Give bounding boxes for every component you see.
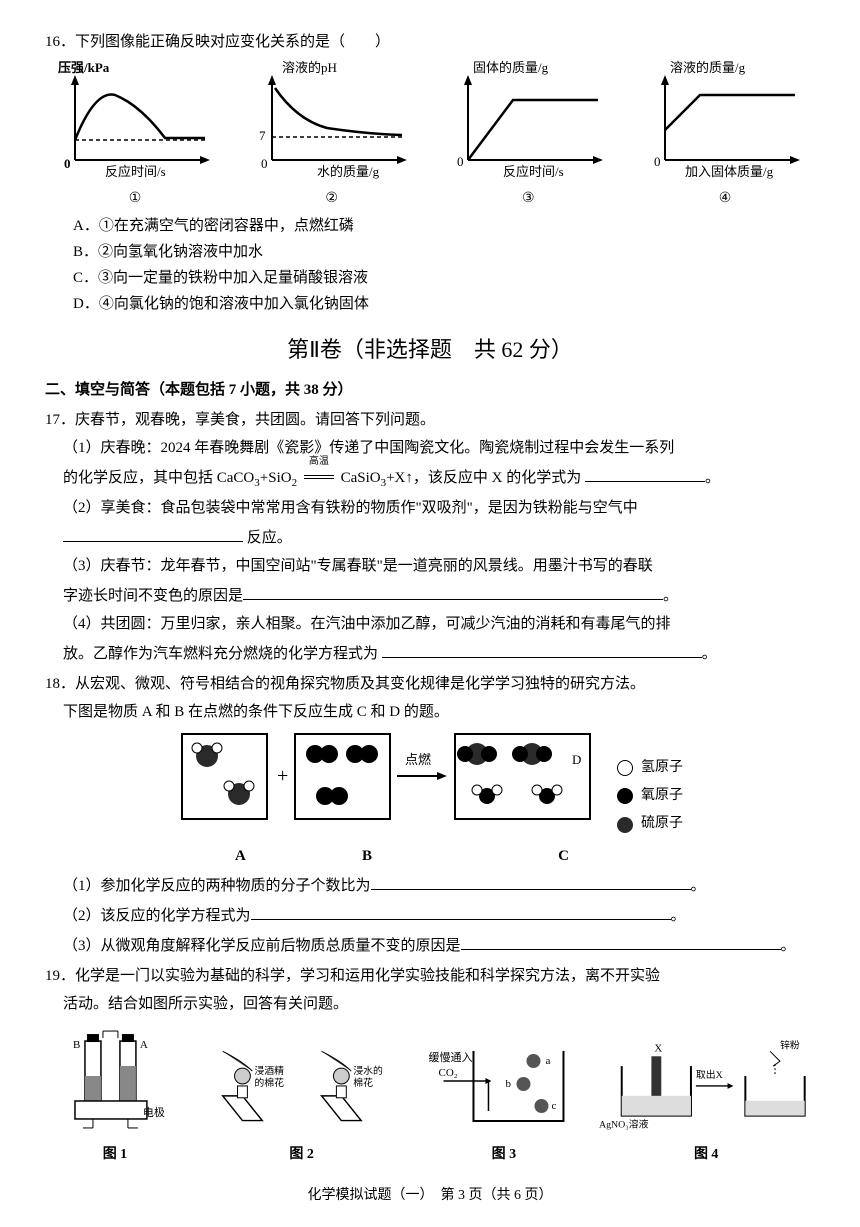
chart-3: 固体的质量/g 0 反应时间/s ③ [438, 60, 618, 210]
svg-text:+: + [277, 765, 288, 787]
q19-line2: 活动。结合如图所示实验，回答有关问题。 [63, 992, 815, 1016]
svg-text:电极: 电极 [143, 1105, 165, 1119]
q16-stem: 16．下列图像能正确反映对应变化关系的是（ ） [45, 30, 815, 54]
svg-text:锌粉: 锌粉 [780, 1039, 800, 1052]
svg-text:0: 0 [654, 154, 661, 169]
reaction-labels: A B C [177, 844, 597, 868]
blank[interactable] [63, 524, 243, 542]
svg-text:a: a [546, 1055, 551, 1067]
section2-title: 第Ⅱ卷（非选择题 共 62 分） [45, 332, 815, 367]
svg-text:D: D [572, 752, 581, 767]
svg-text:浸水的: 浸水的 [353, 1064, 383, 1077]
option-b: B．②向氢氧化钠溶液中加水 [73, 240, 815, 264]
svg-text:缓慢通入: 缓慢通入 [429, 1051, 473, 1064]
q17-2a: （2）享美食：食品包装袋中常常用含有铁粉的物质作"双吸剂"，是因为铁粉能与空气中 [63, 496, 815, 520]
chart-4: 溶液的质量/g 0 加入固体质量/g ④ [635, 60, 815, 210]
svg-text:AgNO₃溶液: AgNO₃溶液 [599, 1118, 649, 1131]
svg-text:0: 0 [64, 156, 71, 171]
chart1-ylabel: 压强/kPa [58, 60, 110, 75]
exp3: 缓慢通入 CO₂ a b c 图 3 [418, 1026, 589, 1166]
q17-4b: 放。乙醇作为汽车燃料充分燃烧的化学方程式为 。 [63, 640, 815, 666]
chart1-num: ① [45, 188, 225, 210]
q19: 19．化学是一门以实验为基础的科学，学习和运用化学实验技能和科学探究方法，离不开… [45, 964, 815, 1166]
q18-3: （3）从微观角度解释化学反应前后物质总质量不变的原因是。 [63, 932, 815, 958]
svg-text:反应时间/s: 反应时间/s [503, 164, 564, 179]
svg-text:c: c [552, 1100, 557, 1112]
atom-legend: 氢原子 氧原子 硫原子 [617, 751, 683, 842]
blank[interactable] [251, 902, 671, 920]
experiments: B A 电极 图 1 浸酒精 的棉花 [45, 1026, 815, 1166]
chart4-num: ④ [635, 188, 815, 210]
svg-text:A: A [140, 1039, 148, 1051]
svg-text:固体的质量/g: 固体的质量/g [473, 60, 549, 75]
blank[interactable] [371, 872, 691, 890]
svg-text:水的质量/g: 水的质量/g [317, 164, 380, 179]
svg-text:0: 0 [261, 156, 268, 171]
q16-options: A．①在充满空气的密闭容器中，点燃红磷 B．②向氢氧化钠溶液中加水 C．③向一定… [73, 214, 815, 316]
q17-3a: （3）庆春节：龙年春节，中国空间站"专属春联"是一道亮丽的风景线。用墨汁书写的春… [63, 554, 815, 578]
blank[interactable] [585, 464, 705, 482]
option-c: C．③向一定量的铁粉中加入足量硝酸银溶液 [73, 266, 815, 290]
q18: 18．从宏观、微观、符号相结合的视角探究物质及其变化规律是化学学习独特的研究方法… [45, 672, 815, 958]
q18-1: （1）参加化学反应的两种物质的分子个数比为。 [63, 872, 815, 898]
q17-4a: （4）共团圆：万里归家，亲人相聚。在汽油中添加乙醇，可减少汽油的消耗和有毒尾气的… [63, 612, 815, 636]
svg-text:0: 0 [457, 154, 464, 169]
q17-1b: 的化学反应，其中包括 CaCO3+SiO2 高温 CaSiO3+X↑，该反应中 … [63, 464, 815, 493]
svg-text:浸酒精: 浸酒精 [254, 1064, 284, 1077]
q17: 17．庆春节，观春晚，享美食，共团圆。请回答下列问题。 （1）庆春晚：2024 … [45, 408, 815, 667]
q17-1a: （1）庆春晚：2024 年春晚舞剧《瓷影》传递了中国陶瓷文化。陶瓷烧制过程中会发… [63, 436, 815, 460]
svg-text:取出X: 取出X [696, 1068, 723, 1081]
svg-text:加入固体质量/g: 加入固体质量/g [685, 164, 774, 179]
svg-text:溶液的质量/g: 溶液的质量/g [670, 60, 746, 75]
blank[interactable] [382, 640, 702, 658]
chart3-num: ③ [438, 188, 618, 210]
q18-line2: 下图是物质 A 和 B 在点燃的条件下反应生成 C 和 D 的题。 [63, 700, 815, 724]
q19-stem: 19．化学是一门以实验为基础的科学，学习和运用化学实验技能和科学探究方法，离不开… [45, 964, 815, 988]
svg-text:溶液的pH: 溶液的pH [282, 60, 337, 75]
svg-text:反应时间/s: 反应时间/s [105, 164, 166, 179]
q17-2b: 反应。 [63, 524, 815, 550]
svg-text:b: b [506, 1078, 512, 1090]
q18-stem: 18．从宏观、微观、符号相结合的视角探究物质及其变化规律是化学学习独特的研究方法… [45, 672, 815, 696]
svg-text:7: 7 [259, 128, 266, 143]
svg-text:的棉花: 的棉花 [254, 1076, 284, 1089]
svg-text:X: X [655, 1043, 663, 1055]
chart-1: 压强/kPa 0 反应时间/s ① [45, 60, 225, 210]
q17-stem: 17．庆春节，观春晚，享美食，共团圆。请回答下列问题。 [45, 408, 815, 432]
option-a: A．①在充满空气的密闭容器中，点燃红磷 [73, 214, 815, 238]
svg-text:B: B [73, 1039, 80, 1051]
q17-3b: 字迹长时间不变色的原因是。 [63, 582, 815, 608]
reaction-diagram: + 点燃 D A B C [45, 724, 815, 868]
svg-text:CO₂: CO₂ [439, 1067, 458, 1079]
exp1: B A 电极 图 1 [45, 1026, 185, 1166]
exp4: X AgNO₃溶液 取出X 锌粉 图 4 [597, 1026, 815, 1166]
arrow-label: 点燃 [405, 752, 431, 767]
chart2-num: ② [242, 188, 422, 210]
blank[interactable] [243, 582, 663, 600]
exp2: 浸酒精 的棉花 浸水的 棉花 图 2 [193, 1026, 411, 1166]
page-footer: 化学模拟试题（一） 第 3 页（共 6 页） [45, 1185, 815, 1207]
subsection-heading: 二、填空与简答（本题包括 7 小题，共 38 分） [45, 378, 815, 402]
blank[interactable] [461, 932, 781, 950]
chart-2: 溶液的pH 7 0 水的质量/g ② [242, 60, 422, 210]
svg-text:棉花: 棉花 [353, 1076, 373, 1089]
option-d: D．④向氯化钠的饱和溶液中加入氯化钠固体 [73, 292, 815, 316]
charts-row: 压强/kPa 0 反应时间/s ① 溶液的pH 7 0 水的质量/g ② [45, 60, 815, 210]
q18-2: （2）该反应的化学方程式为。 [63, 902, 815, 928]
